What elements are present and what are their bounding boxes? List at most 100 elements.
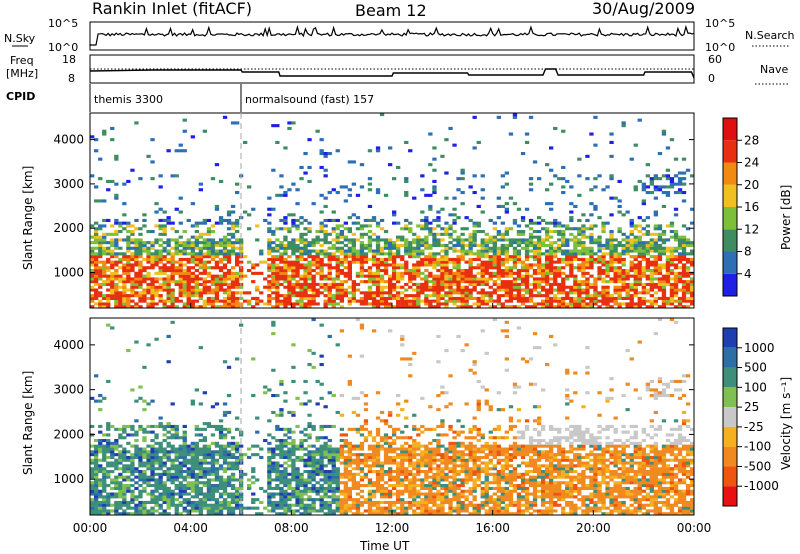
heatmap-cell — [214, 255, 220, 259]
heatmap-cell — [605, 260, 610, 264]
heatmap-cell — [524, 249, 530, 253]
heatmap-cell — [609, 252, 614, 256]
heatmap-cell — [347, 495, 352, 499]
heatmap-cell — [210, 241, 216, 245]
heatmap-cell — [677, 280, 683, 284]
heatmap-cell — [198, 221, 203, 225]
heatmap-cell — [416, 249, 421, 253]
heatmap-cell — [476, 280, 481, 284]
heatmap-cell — [194, 478, 199, 482]
heatmap-cell — [428, 230, 433, 234]
heatmap-cell — [319, 323, 324, 327]
heatmap-cell — [573, 302, 578, 306]
heatmap-cell — [94, 486, 99, 490]
heatmap-cell — [283, 299, 288, 303]
heatmap-cell — [645, 232, 650, 236]
heatmap-cell — [685, 227, 691, 231]
heatmap-cell — [235, 506, 240, 510]
heatmap-cell — [537, 269, 542, 273]
heatmap-cell — [428, 227, 433, 231]
heatmap-cell — [504, 230, 509, 234]
heatmap-cell — [299, 288, 304, 292]
heatmap-cell — [114, 506, 119, 510]
heatmap-cell — [593, 241, 598, 245]
heatmap-cell — [267, 282, 272, 286]
heatmap-cell — [388, 288, 393, 292]
heatmap-cell — [271, 506, 276, 510]
heatmap-cell — [122, 495, 127, 499]
heatmap-cell — [424, 294, 429, 298]
heatmap-cell — [303, 218, 308, 222]
heatmap-cell — [110, 266, 115, 270]
heatmap-cell — [90, 458, 95, 462]
heatmap-cell — [275, 291, 280, 295]
heatmap-cell — [327, 495, 332, 499]
heatmap-cell — [653, 260, 658, 264]
heatmap-cell — [347, 382, 352, 386]
heatmap-cell — [154, 294, 159, 298]
heatmap-cell — [255, 498, 260, 502]
heatmap-cell — [186, 271, 191, 275]
heatmap-cell — [685, 168, 691, 172]
heatmap-cell — [198, 506, 203, 510]
heatmap-cell — [311, 302, 316, 306]
heatmap-cell — [452, 221, 457, 225]
heatmap-cell — [162, 492, 167, 496]
heatmap-cell — [690, 174, 695, 178]
heatmap-cell — [295, 467, 300, 471]
station-title: Rankin Inlet (fitACF) — [92, 0, 252, 18]
heatmap-cell — [452, 299, 457, 303]
heatmap-cell — [146, 252, 151, 256]
heatmap-cell — [637, 252, 642, 256]
heatmap-cell — [351, 506, 356, 510]
heatmap-cell — [412, 277, 417, 281]
heatmap-cell — [347, 241, 352, 245]
heatmap-cell — [359, 227, 365, 231]
heatmap-cell — [130, 388, 135, 392]
heatmap-cell — [625, 249, 630, 253]
heatmap-cell — [641, 257, 646, 261]
heatmap-cell — [553, 282, 558, 286]
heatmap-cell — [174, 512, 179, 516]
heatmap-cell — [279, 444, 284, 448]
heatmap-cell — [194, 458, 199, 462]
heatmap-cell — [323, 174, 328, 178]
heatmap-cell — [323, 486, 328, 490]
heatmap-cell — [291, 486, 296, 490]
heatmap-cell — [202, 458, 207, 462]
heatmap-cell — [404, 263, 409, 267]
heatmap-cell — [110, 492, 115, 496]
heatmap-cell — [122, 182, 127, 186]
heatmap-cell — [98, 238, 103, 242]
heatmap-cell — [134, 260, 139, 264]
heatmap-cell — [162, 495, 167, 499]
heatmap-cell — [569, 257, 574, 261]
heatmap-cell — [641, 255, 646, 259]
heatmap-cell — [484, 238, 489, 242]
heatmap-cell — [150, 296, 155, 300]
heatmap-cell — [396, 263, 401, 267]
heatmap-cell — [202, 447, 207, 451]
heatmap-cell — [577, 285, 582, 289]
heatmap-cell — [295, 257, 300, 261]
heatmap-cell — [460, 191, 465, 195]
heatmap-cell — [235, 191, 240, 195]
heatmap-cell — [669, 299, 675, 303]
heatmap-cell — [597, 257, 602, 261]
heatmap-cell — [339, 500, 344, 504]
heatmap-cell — [267, 285, 272, 289]
heatmap-cell — [214, 424, 220, 428]
heatmap-cell — [194, 484, 199, 488]
heatmap-cell — [323, 288, 328, 292]
heatmap-cell — [279, 500, 284, 504]
heatmap-cell — [681, 199, 687, 203]
heatmap-cell — [673, 157, 679, 161]
heatmap-cell — [488, 277, 493, 281]
heatmap-cell — [557, 305, 562, 309]
heatmap-cell — [609, 132, 614, 136]
heatmap-cell — [605, 185, 610, 189]
heatmap-cell — [94, 503, 99, 507]
heatmap-cell — [154, 238, 159, 242]
heatmap-cell — [319, 285, 324, 289]
heatmap-cell — [214, 285, 220, 289]
